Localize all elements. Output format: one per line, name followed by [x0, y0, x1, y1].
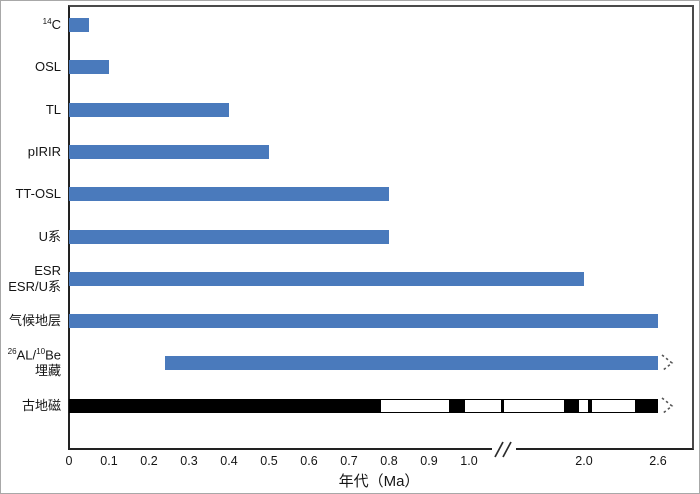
row-label-line: ESR/U系: [8, 279, 61, 294]
bar-u-series: [69, 230, 389, 244]
polarity-normal-segment: [68, 399, 381, 412]
row-label-u-series: U系: [1, 229, 61, 245]
polarity-normal-segment: [635, 399, 658, 412]
row-label-radiocarbon: 14C: [1, 16, 61, 33]
x-tick-label-0: 0: [65, 454, 73, 468]
x-axis-title: 年代（Ma）: [338, 473, 420, 490]
polarity-normal-segment: [500, 399, 505, 412]
x-tick-label-1.0: 1.0: [460, 454, 478, 468]
x-tick-label-0.7: 0.7: [340, 454, 358, 468]
row-label-line: OSL: [34, 59, 61, 75]
bar-climate-stratigraphy: [69, 314, 658, 328]
row-label-line: 埋藏: [34, 363, 61, 379]
bar-tt-osl: [69, 187, 389, 201]
row-label-line: 气候地层: [8, 313, 61, 329]
bar-osl: [69, 60, 109, 74]
row-label-line: U系: [38, 229, 61, 245]
x-tick-label-0.1: 0.1: [100, 454, 118, 468]
bar-tl: [69, 103, 229, 117]
plot-area: [68, 5, 694, 450]
x-tick-label-0.4: 0.4: [220, 454, 238, 468]
axis-break-icon: [492, 441, 516, 458]
row-label-line: TL: [45, 102, 61, 118]
bar-radiocarbon: [69, 18, 89, 32]
row-label-climate-stratigraphy: 气候地层: [1, 313, 61, 329]
row-label-line: ESR: [34, 263, 61, 279]
polarity-normal-segment: [588, 399, 592, 412]
continues-right-arrow-icon: [661, 397, 674, 415]
x-tick-label-0.9: 0.9: [420, 454, 438, 468]
x-tick-label-0.8: 0.8: [380, 454, 398, 468]
row-label-al-be-burial: 26AL/10Be 埋藏: [1, 346, 61, 379]
row-label-esr-u-series: ESR ESR/U系: [1, 263, 61, 295]
continues-right-arrow-icon: [661, 354, 674, 372]
row-label-line: 古地磁: [21, 398, 61, 414]
row-label-paleomagnetism: 古地磁: [1, 398, 61, 414]
x-tick-label-0.3: 0.3: [180, 454, 198, 468]
x-tick-label-2.6: 2.6: [649, 454, 667, 468]
polarity-normal-segment: [563, 399, 579, 412]
x-tick-label-0.6: 0.6: [300, 454, 318, 468]
bar-esr-u-series: [69, 272, 584, 286]
bar-pirir: [69, 145, 269, 159]
row-label-pirir: pIRIR: [1, 144, 61, 160]
polarity-normal-segment: [448, 399, 465, 412]
bar-al-be-burial: [165, 356, 658, 370]
row-label-line: 14C: [42, 16, 61, 33]
x-tick-label-0.2: 0.2: [140, 454, 158, 468]
row-label-line: TT-OSL: [15, 186, 61, 202]
row-label-line: 26AL/10Be: [7, 346, 61, 363]
x-tick-label-0.5: 0.5: [260, 454, 278, 468]
row-label-tt-osl: TT-OSL: [1, 186, 61, 202]
row-label-line: pIRIR: [27, 144, 61, 160]
x-tick-label-2.0: 2.0: [575, 454, 593, 468]
row-label-osl: OSL: [1, 59, 61, 75]
row-label-tl: TL: [1, 102, 61, 118]
bar-paleomagnetism: [68, 399, 658, 413]
